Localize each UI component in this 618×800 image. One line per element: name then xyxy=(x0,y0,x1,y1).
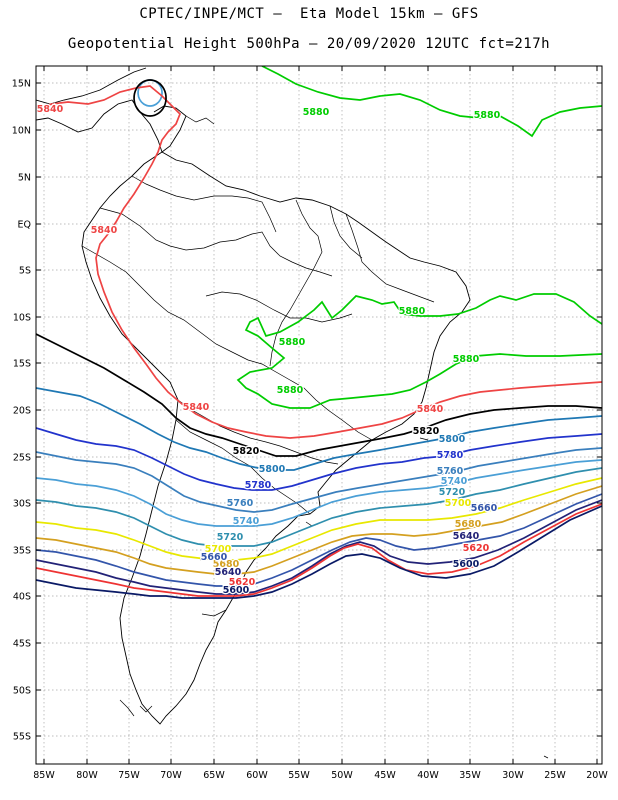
lon-label: 25W xyxy=(544,770,566,781)
contour-label: 5620 xyxy=(229,577,256,588)
contour-label: 5840 xyxy=(37,104,64,115)
contour-label: 5840 xyxy=(91,225,118,236)
contour-5600 xyxy=(36,505,602,599)
graticule xyxy=(36,66,602,764)
lon-label: 50W xyxy=(331,770,353,781)
contour-label: 5820 xyxy=(413,426,440,437)
contour-5880-north xyxy=(261,66,602,138)
contour-label: 5880 xyxy=(399,306,426,317)
contour-label: 5740 xyxy=(233,516,260,527)
contour-5840-north xyxy=(36,85,602,439)
map-frame xyxy=(35,65,603,765)
contour-5680 xyxy=(36,485,602,575)
lat-label: 5S xyxy=(19,266,31,277)
contour-label: 5740 xyxy=(441,476,468,487)
contour-5820 xyxy=(36,333,602,457)
contour-label: 5780 xyxy=(437,450,464,461)
lon-label: 75W xyxy=(118,770,140,781)
contour-label: 5720 xyxy=(217,532,244,543)
lat-label: 35S xyxy=(13,546,31,557)
contour-label: 5700 xyxy=(205,544,232,555)
contour-label: 5680 xyxy=(213,559,240,570)
lon-label: 30W xyxy=(502,770,524,781)
contour-5660 xyxy=(36,493,602,587)
lon-label: 60W xyxy=(246,770,268,781)
lon-label: 80W xyxy=(76,770,98,781)
contour-label: 5600 xyxy=(223,585,250,596)
lat-label: 10N xyxy=(12,126,31,137)
lat-label: 45S xyxy=(13,639,31,650)
lon-label: 45W xyxy=(374,770,396,781)
axis-ticks xyxy=(36,66,602,764)
contour-5840-trough xyxy=(133,79,167,117)
contour-label: 5880 xyxy=(474,110,501,121)
lon-label: 20W xyxy=(586,770,608,781)
contour-label: 5800 xyxy=(439,434,466,445)
contour-5640 xyxy=(36,499,602,595)
contour-label: 5780 xyxy=(245,480,272,491)
lat-label: 25S xyxy=(13,453,31,464)
lon-label: 85W xyxy=(33,770,55,781)
contour-5880-interior xyxy=(137,79,163,107)
lon-label: 55W xyxy=(288,770,310,781)
lon-label: 40W xyxy=(417,770,439,781)
lon-label: 65W xyxy=(203,770,225,781)
islands xyxy=(119,115,549,759)
longitude-axis: 85W 80W 75W 70W 65W 60W 55W 50W 45W 40W 35W 30W 25W 2… xyxy=(33,770,608,781)
lon-label: 35W xyxy=(459,770,481,781)
south-america-coast xyxy=(81,151,471,725)
contour-label: 5660 xyxy=(471,503,498,514)
contour-label: 5700 xyxy=(445,498,472,509)
lon-label: 70W xyxy=(160,770,182,781)
lat-label: 55S xyxy=(13,732,31,743)
contour-label: 5660 xyxy=(201,552,228,563)
chart-subtitle: Geopotential Height 500hPa – 20/09/2020 … xyxy=(67,36,551,52)
contour-label: 5620 xyxy=(463,543,490,554)
lat-label: 15N xyxy=(12,79,31,90)
contour-label: 5760 xyxy=(437,466,464,477)
contour-lines xyxy=(36,66,602,599)
contour-label: 5640 xyxy=(215,567,242,578)
contour-5740 xyxy=(36,459,602,527)
lat-label: 40S xyxy=(13,592,31,603)
contour-label: 5820 xyxy=(233,446,260,457)
contour-label: 5640 xyxy=(453,531,480,542)
contour-label: 5800 xyxy=(259,464,286,475)
lat-label: 5N xyxy=(18,173,31,184)
contour-label: 5840 xyxy=(417,404,444,415)
contour-5880-atlantic xyxy=(236,293,602,409)
lat-label: 30S xyxy=(13,499,31,510)
contour-label: 5760 xyxy=(227,498,254,509)
contour-label: 5600 xyxy=(453,559,480,570)
chart-title: CPTEC/INPE/MCT – Eta Model 15km – GFS xyxy=(139,6,479,22)
lat-label: 50S xyxy=(13,686,31,697)
contour-5780 xyxy=(36,427,602,491)
contour-5800 xyxy=(36,387,602,471)
contour-labels: 5840 5880 5880 5840 5880 5880 5880 5880 5840 5840… xyxy=(36,103,502,598)
contour-label: 5880 xyxy=(279,337,306,348)
contour-label: 5840 xyxy=(183,402,210,413)
lat-label: EQ xyxy=(18,220,31,231)
contour-5760 xyxy=(36,447,602,513)
contour-5700 xyxy=(36,477,602,561)
lat-label: 10S xyxy=(13,313,31,324)
latitude-axis: 15N 10N 5N EQ 5S 10S 15S 20S 25S 30S 35S 40S 45S 50S 5… xyxy=(12,79,31,743)
contour-5620 xyxy=(36,503,602,597)
contour-label: 5880 xyxy=(453,354,480,365)
lat-label: 15S xyxy=(13,359,31,370)
contour-label: 5880 xyxy=(303,107,330,118)
lat-label: 20S xyxy=(13,406,31,417)
contour-label: 5880 xyxy=(277,385,304,396)
contour-label: 5720 xyxy=(439,487,466,498)
contour-5720 xyxy=(36,467,602,547)
contour-label: 5680 xyxy=(455,519,482,530)
